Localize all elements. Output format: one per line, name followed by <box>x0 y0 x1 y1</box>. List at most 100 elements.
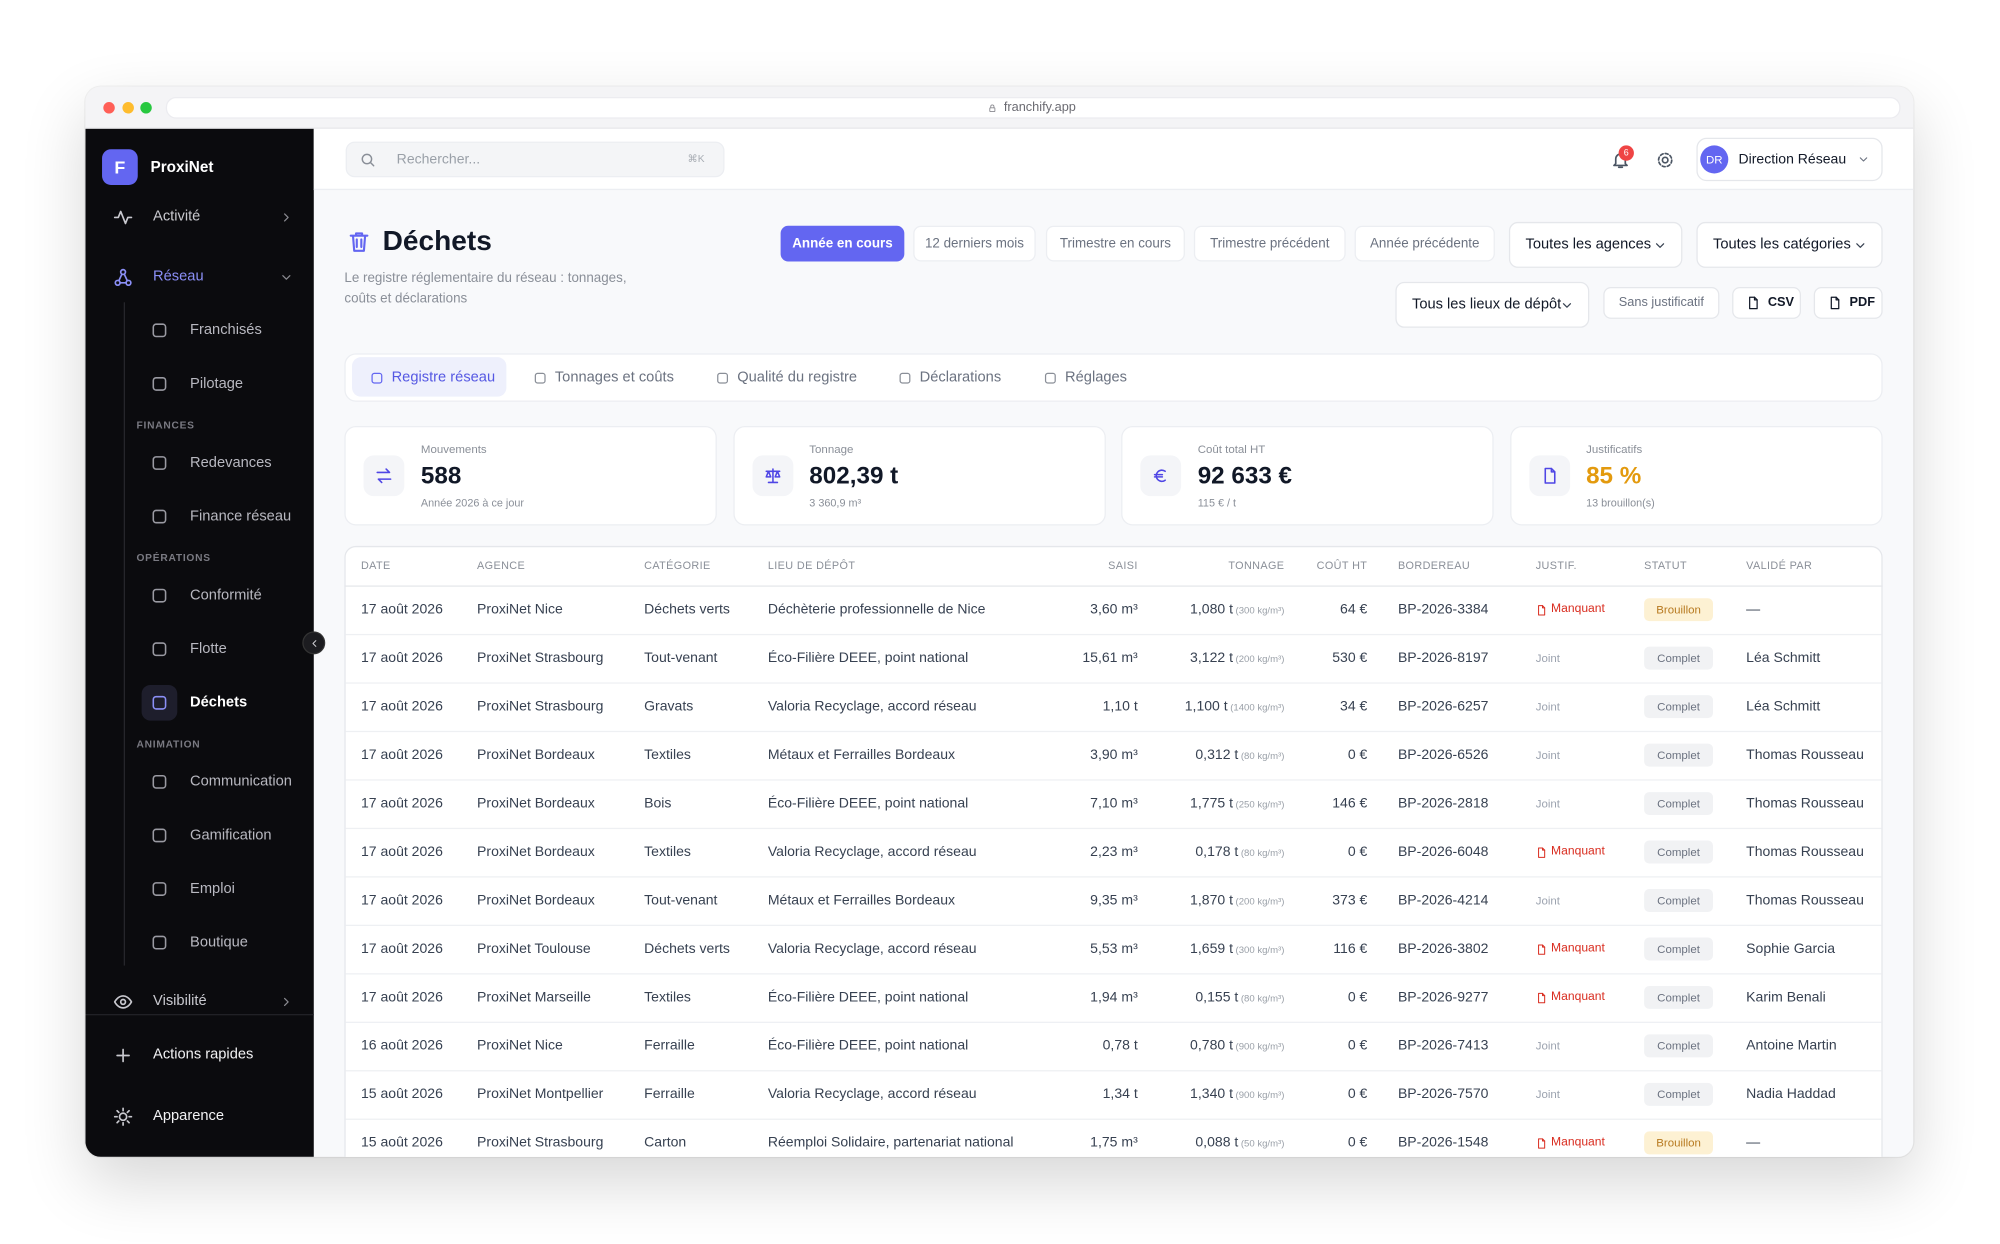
nav-section-title: ANIMATION <box>136 738 201 750</box>
cell-agence: ProxiNet Montpellier <box>477 1086 604 1103</box>
cell-lieu: Valoria Recyclage, accord réseau <box>767 941 977 957</box>
column-header: CATÉGORIE <box>644 558 711 572</box>
avatar: DR <box>1700 145 1729 174</box>
tonnage: 0,312 t <box>1195 747 1239 763</box>
cell-agence: ProxiNet Strasbourg <box>477 1135 604 1151</box>
cell-date: 17 août 2026 <box>360 795 443 812</box>
dropdown[interactable]: Tous les lieux de dépôt <box>1395 281 1590 328</box>
tonnage-cell: 1,870 t (200 kg/m³) <box>1190 890 1284 910</box>
tab[interactable]: Déclarations <box>919 369 1002 386</box>
icon <box>113 268 132 286</box>
density: (50 kg/m³) <box>1240 1137 1285 1150</box>
dropdown[interactable]: Toutes les agences <box>1508 221 1683 268</box>
action-button[interactable]: CSV <box>1732 286 1802 319</box>
nav-item[interactable]: Activité <box>153 209 201 225</box>
nav-tree-line <box>123 302 125 966</box>
period-filter[interactable]: Année en cours <box>780 225 905 262</box>
cell-bordereau: BP-2026-7570 <box>1397 1086 1489 1103</box>
cell-valide: Karim Benali <box>1746 989 1826 1006</box>
nav-subitem[interactable]: Flotte <box>190 641 227 657</box>
cell-cout: 0 € <box>1347 747 1368 763</box>
density: (1400 kg/m³) <box>1230 701 1285 714</box>
search-box[interactable] <box>345 141 725 178</box>
icon <box>113 1106 132 1126</box>
tab[interactable]: Qualité du registre <box>737 369 858 386</box>
cell-agence: ProxiNet Nice <box>477 1038 563 1054</box>
cell-bordereau: BP-2026-6048 <box>1397 844 1489 860</box>
cell-bordereau: BP-2026-8197 <box>1397 650 1489 666</box>
nav-subitem[interactable]: Communication <box>190 774 292 790</box>
nav-item[interactable]: Réseau <box>153 269 204 285</box>
tonnage-cell: 0,155 t (80 kg/m³) <box>1195 987 1284 1007</box>
cell-bordereau: BP-2026-2818 <box>1397 795 1489 812</box>
tab[interactable]: Réglages <box>1065 369 1128 386</box>
page-subtitle: Le registre réglementaire du réseau : to… <box>344 270 627 307</box>
status-badge: Complet <box>1644 889 1713 912</box>
nav-subitem[interactable]: Franchisés <box>190 322 262 339</box>
cell-lieu: Réemploi Solidaire, partenariat national <box>767 1135 1014 1151</box>
nav-subitem[interactable]: Boutique <box>190 934 248 951</box>
tonnage-cell: 0,088 t (50 kg/m³) <box>1195 1133 1284 1153</box>
user-name: Direction Réseau <box>1738 151 1847 168</box>
period-filter[interactable]: Trimestre précédent <box>1193 225 1346 262</box>
icon <box>152 509 167 524</box>
nav-subitem[interactable]: Finance réseau <box>190 508 292 525</box>
nav-item[interactable]: Visibilité <box>153 993 207 1009</box>
period-filter[interactable]: 12 derniers mois <box>913 225 1036 262</box>
cell-bordereau: BP-2026-1548 <box>1397 1135 1489 1151</box>
cell-valide: Sophie Garcia <box>1746 941 1836 957</box>
period-filter[interactable]: Année précédente <box>1354 225 1495 262</box>
nav-subitem[interactable]: Emploi <box>190 881 235 897</box>
icon <box>1855 242 1864 248</box>
justif: Manquant <box>1551 989 1605 1004</box>
cell-bordereau: BP-2026-4214 <box>1397 892 1489 909</box>
kpi-card <box>1121 426 1494 526</box>
cell-saisi: 1,34 t <box>1102 1086 1138 1103</box>
cell-bordereau: BP-2026-6257 <box>1397 698 1489 715</box>
dropdown[interactable]: Toutes les catégories <box>1696 221 1883 268</box>
nav-subitem[interactable]: Déchets <box>190 695 248 711</box>
cell-valide: Thomas Rousseau <box>1746 892 1864 909</box>
tab[interactable]: Registre réseau <box>391 369 496 386</box>
search-shortcut: ⌘K <box>687 153 705 165</box>
density: (80 kg/m³) <box>1240 992 1285 1004</box>
cell-date: 17 août 2026 <box>360 844 443 860</box>
collapse-button[interactable] <box>302 631 326 655</box>
cell-bordereau: BP-2026-6526 <box>1397 747 1489 763</box>
cell-cout: 373 € <box>1332 892 1368 909</box>
status-badge: Complet <box>1644 695 1713 719</box>
cell-agence: ProxiNet Bordeaux <box>477 892 595 909</box>
cell-agence: ProxiNet Strasbourg <box>477 650 604 666</box>
kpi-value: 802,39 t <box>809 463 899 490</box>
action-button[interactable]: Sans justificatif <box>1603 286 1720 319</box>
justif: Manquant <box>1551 602 1605 617</box>
status-badge: Complet <box>1644 646 1713 670</box>
nav-subitem[interactable]: Pilotage <box>190 376 244 392</box>
kpi-sub: 13 brouillon(s) <box>1586 496 1655 509</box>
tonnage: 3,122 t <box>1190 650 1233 666</box>
icon <box>1537 1137 1545 1149</box>
cell-categorie: Tout-venant <box>644 650 718 666</box>
nav-subitem[interactable]: Conformité <box>190 588 262 604</box>
action-button[interactable]: PDF <box>1813 286 1883 319</box>
row-divider <box>345 827 1882 830</box>
cell-cout: 0 € <box>1347 1135 1368 1151</box>
sidebar-action[interactable]: Actions rapides <box>153 1047 254 1063</box>
cell-valide: — <box>1746 1135 1761 1151</box>
tonnage: 0,780 t <box>1190 1038 1233 1054</box>
cell-lieu: Métaux et Ferrailles Bordeaux <box>767 892 956 909</box>
cell-date: 17 août 2026 <box>360 892 443 909</box>
row-divider <box>345 779 1882 781</box>
cell-date: 17 août 2026 <box>360 602 443 618</box>
nav-subitem[interactable]: Gamification <box>190 827 272 844</box>
icon <box>534 372 545 383</box>
tonnage: 1,659 t <box>1190 941 1233 957</box>
period-filter[interactable]: Trimestre en cours <box>1045 225 1185 262</box>
tab[interactable]: Tonnages et coûts <box>554 369 674 386</box>
nav-subitem[interactable]: Redevances <box>190 455 272 471</box>
cell-saisi: 1,10 t <box>1102 698 1138 715</box>
sidebar-action[interactable]: Apparence <box>153 1108 225 1124</box>
tonnage-cell: 1,100 t (1400 kg/m³) <box>1185 696 1285 716</box>
